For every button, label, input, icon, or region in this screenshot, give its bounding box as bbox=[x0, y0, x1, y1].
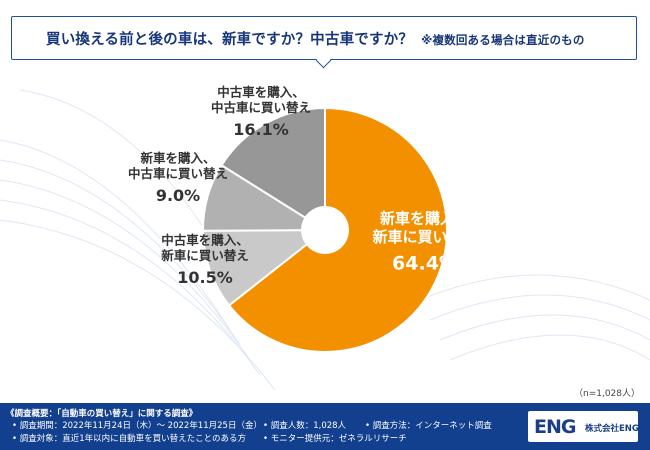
chart-labels: 新車を購入、新車に買い替え64.4%中古車を購入、新車に買い替え10.5%新車を… bbox=[128, 84, 478, 287]
slice-label-line1-2: 中古車を購入、 bbox=[161, 232, 249, 247]
slice-label-line2-3: 中古車に買い替え bbox=[128, 166, 228, 181]
logo-mark: ENG bbox=[534, 416, 576, 438]
slice-percent-2: 10.5% bbox=[177, 268, 233, 287]
footer-period: • 調査期間：2022年11月24日（木）〜 2022年11月25日（金） bbox=[12, 421, 262, 431]
chart-title: 買い換える前と後の車は、新車ですか？中古車ですか？ ※複数回ある場合は直近のもの bbox=[46, 28, 585, 49]
slice-label-line1-1: 新車を購入、 bbox=[380, 209, 470, 227]
footer-method: • 調査方法：インターネット調査 bbox=[365, 421, 492, 431]
title-main: 買い換える前と後の車は、新車ですか？中古車ですか？ bbox=[46, 32, 414, 48]
slice-label-line2-2: 新車に買い替え bbox=[161, 248, 249, 263]
pie-slice-2 bbox=[201, 228, 328, 307]
slice-percent-1: 64.4% bbox=[392, 253, 458, 275]
footer-monitor: • モニター提供元：ゼネラルリサーチ bbox=[263, 434, 407, 444]
slice-label-line1-3: 新車を購入、 bbox=[140, 150, 215, 165]
sample-size: （n=1,028人） bbox=[573, 389, 640, 399]
slice-percent-4: 16.1% bbox=[233, 120, 289, 139]
slice-label-line2-1: 新車に買い替え bbox=[372, 228, 477, 246]
title-note: ※複数回ある場合は直近のもの bbox=[421, 33, 585, 47]
company-logo: ENG 株式会社ENG bbox=[528, 411, 639, 442]
footer-count: • 調査人数：1,028人 bbox=[263, 421, 347, 431]
slice-label-line1-4: 中古車を購入、 bbox=[217, 84, 305, 99]
logo-company-name: 株式会社ENG bbox=[585, 424, 639, 434]
footer-title: 《調査概要：「自動車の買い替え」に関する調査》 bbox=[6, 409, 198, 419]
slice-percent-3: 9.0% bbox=[156, 186, 200, 205]
donut-hole bbox=[301, 206, 349, 254]
pie-slice-4 bbox=[220, 106, 326, 232]
slice-label-line2-4: 中古車に買い替え bbox=[211, 100, 311, 115]
footer-target: • 調査対象：直近1年以内に自動車を買い替えたことのある方 bbox=[12, 434, 247, 444]
